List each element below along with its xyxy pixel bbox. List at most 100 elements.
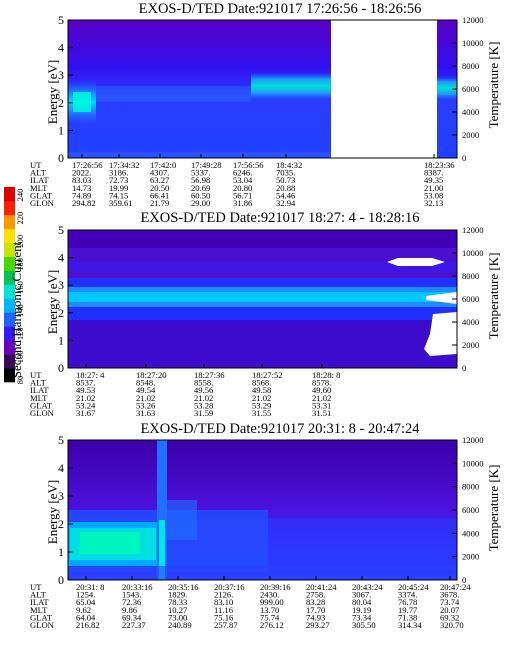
ephemeris-cell: 18:27:52 xyxy=(252,370,283,380)
ephemeris-cell: 53.08 xyxy=(424,190,443,200)
ephemeris-row-label: ALT xyxy=(30,168,47,178)
energy-band xyxy=(251,72,331,100)
y2-tick-label: 12000 xyxy=(462,225,483,235)
ephemeris-row-label: MLT xyxy=(30,183,48,193)
ephemeris-cell: 359.61 xyxy=(109,198,133,208)
ephemeris-cell: 17:34:32 xyxy=(109,160,140,170)
ephemeris-cell: 13.70 xyxy=(260,605,279,615)
ephemeris-cell: 8548. xyxy=(136,378,155,388)
heatmap xyxy=(68,230,457,368)
y2-tick-label: 12000 xyxy=(462,15,483,25)
y2-tick-label: 8000 xyxy=(462,482,479,492)
energy-band xyxy=(268,518,457,574)
ephemeris-cell: 320.70 xyxy=(440,620,464,630)
ephemeris-cell: 29.00 xyxy=(191,198,210,208)
ephemeris-cell: 20:39:16 xyxy=(260,582,291,592)
ephemeris-cell: 73.00 xyxy=(168,612,187,622)
y2-axis-label: Temperature [K] xyxy=(486,465,501,552)
ephemeris-cell: 14.73 xyxy=(72,183,91,193)
colorbar-swatch xyxy=(4,312,15,327)
ephemeris-cell: 240.89 xyxy=(168,620,192,630)
ephemeris-cell: 32.13 xyxy=(424,198,443,208)
y2-tick-label: 8000 xyxy=(462,271,479,281)
ephemeris-cell: 17:56:56 xyxy=(233,160,264,170)
ephemeris-cell: 53.31 xyxy=(312,400,331,410)
ephemeris-cell: 1829. xyxy=(168,590,187,600)
y2-tick-label: 2000 xyxy=(462,552,479,562)
ephemeris-cell: 8568. xyxy=(252,378,271,388)
ephemeris-cell: 69.34 xyxy=(122,612,142,622)
energy-band xyxy=(167,500,197,540)
ephemeris-cell: 73.74 xyxy=(440,597,460,607)
y2-tick-label: 6000 xyxy=(462,294,479,304)
ephemeris-cell: 53.29 xyxy=(252,400,271,410)
ephemeris-cell: 18:23:36 xyxy=(424,160,455,170)
axis-ticks: 0 1 2 3 4 5 0 2000 4000 6000 8000 10000 12000 xyxy=(58,433,483,587)
panel-title: EXOS-D/TED Date:921017 17:26:56 - 18:26:… xyxy=(139,1,422,17)
y2-tick-label: 0 xyxy=(462,153,466,163)
ephemeris-row-label: ILAT xyxy=(30,597,49,607)
heatmap xyxy=(68,20,457,158)
ephemeris-cell: 17:42:0 xyxy=(150,160,176,170)
ephemeris-cell: 21.02 xyxy=(194,393,213,403)
y2-tick-label: 0 xyxy=(462,363,466,373)
ephemeris-cell: 18:28: 8 xyxy=(312,370,340,380)
ephemeris-cell: 20:43:24 xyxy=(352,582,383,592)
y2-tick-label: 4000 xyxy=(462,107,479,117)
ephemeris-cell: 7035. xyxy=(276,168,295,178)
ephemeris-cell: 17.70 xyxy=(306,605,325,615)
y-axis-label: Energy [eV] xyxy=(45,270,60,334)
ephemeris-cell: 19.77 xyxy=(398,605,418,615)
ephemeris-cell: 294.82 xyxy=(72,198,96,208)
ephemeris-cell: 21.02 xyxy=(252,393,271,403)
ephemeris-cell: 49.60 xyxy=(312,385,331,395)
energy-band xyxy=(73,92,91,112)
ephemeris-cell: 17:49:28 xyxy=(191,160,222,170)
ephemeris-cell: 32.94 xyxy=(276,198,296,208)
y-tick-label: 2 xyxy=(58,517,64,531)
colorbar-tick-label: 160 xyxy=(15,281,25,294)
y2-axis-label: Temperature [K] xyxy=(486,42,501,129)
ephemeris-row-label: ILAT xyxy=(30,175,49,185)
ephemeris-cell: 8387. xyxy=(424,168,443,178)
y2-tick-label: 10000 xyxy=(462,38,483,48)
ephemeris-row-label: GLAT xyxy=(30,612,53,622)
ephemeris-row-label: GLON xyxy=(30,620,55,630)
colorbar-tick-label: 220 xyxy=(15,212,25,225)
y-tick-label: 5 xyxy=(58,433,64,447)
ephemeris-cell: 18:4:32 xyxy=(276,160,302,170)
noise-base xyxy=(68,566,457,580)
colorbar-swatch xyxy=(4,187,15,202)
y-tick-label: 4 xyxy=(58,41,64,55)
ephemeris-cell: 3678. xyxy=(440,590,459,600)
ephemeris-cell: 31.55 xyxy=(252,408,271,418)
y-axis-label: Energy [eV] xyxy=(45,480,60,544)
colorbar-ticks: 80 100 120 140 160 180 200 220 240 xyxy=(15,189,25,385)
spike-column xyxy=(157,440,167,580)
ephemeris-cell: 216.82 xyxy=(76,620,100,630)
ephemeris-row-label: MLT xyxy=(30,393,48,403)
ephemeris-cell: 53.04 xyxy=(233,175,253,185)
ephemeris-cell: 65.04 xyxy=(76,597,96,607)
ephemeris-cell: 10.27 xyxy=(168,605,188,615)
ephemeris-cell: 31.51 xyxy=(312,408,331,418)
colorbar-tick-label: 100 xyxy=(15,351,25,364)
ephemeris-cell: 19.99 xyxy=(109,183,128,193)
ephemeris-cell: 50.73 xyxy=(276,175,295,185)
ephemeris-cell: 31.59 xyxy=(194,408,213,418)
y2-tick-label: 6000 xyxy=(462,84,479,94)
panel-title: EXOS-D/TED Date:921017 20:31: 8 - 20:47:… xyxy=(140,421,420,437)
ephemeris-cell: 54.46 xyxy=(276,190,296,200)
ephemeris-cell: 53.26 xyxy=(136,400,156,410)
y-tick-label: 0 xyxy=(58,573,64,587)
ephemeris-cell: 60.50 xyxy=(191,190,210,200)
ephemeris-cell: 31.67 xyxy=(76,408,96,418)
energy-band xyxy=(437,76,457,100)
ephemeris-cell: 75.16 xyxy=(214,612,234,622)
data-gap xyxy=(426,292,457,304)
ephemeris-cell: 999.00 xyxy=(260,597,284,607)
